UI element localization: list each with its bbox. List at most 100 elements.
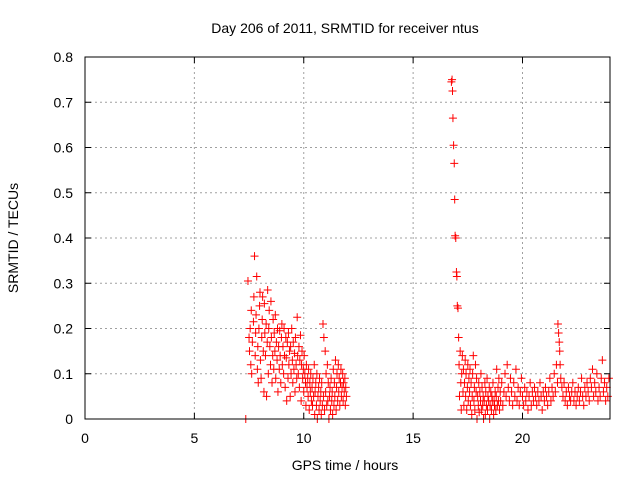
- data-point: [467, 378, 476, 387]
- data-point: [248, 338, 257, 347]
- data-point: [563, 401, 572, 410]
- data-point: [453, 304, 462, 313]
- data-point: [264, 324, 273, 333]
- data-point: [284, 360, 293, 369]
- data-point: [280, 324, 289, 333]
- data-point: [332, 405, 341, 414]
- data-point: [538, 405, 547, 414]
- data-point: [336, 365, 345, 374]
- data-point: [555, 347, 564, 356]
- x-tick-label: 20: [515, 430, 531, 446]
- data-point: [297, 396, 306, 405]
- data-point: [252, 272, 261, 281]
- data-point: [268, 351, 277, 360]
- data-point: [329, 365, 338, 374]
- data-point: [585, 396, 594, 405]
- data-point: [269, 315, 278, 324]
- data-point: [245, 347, 254, 356]
- data-point: [322, 369, 331, 378]
- data-point: [280, 351, 289, 360]
- data-point: [291, 333, 300, 342]
- data-point: [263, 286, 272, 295]
- data-point: [590, 378, 599, 387]
- data-point: [472, 374, 481, 383]
- data-point: [338, 369, 347, 378]
- data-point: [488, 378, 497, 387]
- data-point: [251, 329, 260, 338]
- data-point: [285, 347, 294, 356]
- data-point: [495, 405, 504, 414]
- y-tick-label: 0.1: [54, 366, 74, 382]
- data-point: [599, 387, 608, 396]
- data-point: [503, 360, 512, 369]
- data-point: [276, 378, 285, 387]
- data-point: [597, 374, 606, 383]
- data-point: [556, 360, 565, 369]
- data-point: [249, 292, 258, 301]
- data-point: [302, 360, 311, 369]
- data-point: [458, 351, 467, 360]
- y-tick-label: 0.3: [54, 275, 74, 291]
- data-point: [463, 360, 472, 369]
- data-point: [259, 347, 268, 356]
- data-point: [275, 365, 284, 374]
- data-point: [281, 333, 290, 342]
- data-point: [478, 383, 487, 392]
- data-point: [466, 365, 474, 374]
- data-point: [245, 333, 254, 342]
- data-point: [262, 392, 271, 401]
- data-point: [254, 378, 263, 387]
- data-point: [450, 159, 459, 168]
- data-point: [504, 383, 513, 392]
- data-point: [246, 324, 255, 333]
- x-tick-label: 15: [405, 430, 421, 446]
- data-point: [282, 353, 291, 362]
- data-point: [553, 319, 562, 328]
- data-point: [501, 369, 509, 378]
- data-point: [259, 387, 268, 396]
- data-point: [462, 405, 471, 414]
- data-point: [257, 333, 266, 342]
- data-point: [546, 396, 555, 405]
- data-point: [319, 333, 328, 342]
- plot-frame: [84, 56, 611, 420]
- data-point: [470, 383, 479, 392]
- data-point: [282, 396, 291, 405]
- data-point: [266, 360, 275, 369]
- x-axis-label: GPS time / hours: [292, 457, 399, 473]
- y-tick-label: 0: [65, 411, 73, 427]
- data-point: [519, 401, 528, 410]
- data-point: [496, 396, 505, 405]
- x-tick-label: 5: [190, 430, 198, 446]
- data-point: [581, 392, 590, 401]
- data-point: [523, 405, 532, 414]
- data-point: [454, 333, 463, 342]
- data-point: [596, 392, 605, 401]
- data-point: [592, 369, 601, 378]
- data-point: [565, 392, 574, 401]
- data-point: [257, 374, 266, 383]
- data-point: [273, 387, 282, 396]
- data-point: [340, 387, 349, 396]
- data-point: [286, 392, 295, 401]
- data-point: [492, 392, 501, 401]
- data-point: [604, 374, 613, 383]
- data-point: [476, 369, 485, 378]
- data-point: [587, 383, 596, 392]
- data-point: [277, 319, 286, 328]
- data-point: [577, 374, 586, 383]
- data-point: [266, 297, 275, 306]
- data-point: [310, 360, 319, 369]
- data-point: [268, 378, 277, 387]
- data-point: [481, 410, 490, 419]
- data-point: [555, 338, 564, 347]
- data-point: [485, 383, 494, 392]
- data-point: [294, 342, 303, 351]
- data-point: [450, 195, 459, 204]
- data-point: [304, 365, 313, 374]
- data-point: [497, 378, 506, 387]
- y-tick-label: 0.6: [54, 140, 74, 156]
- data-point: [261, 351, 270, 360]
